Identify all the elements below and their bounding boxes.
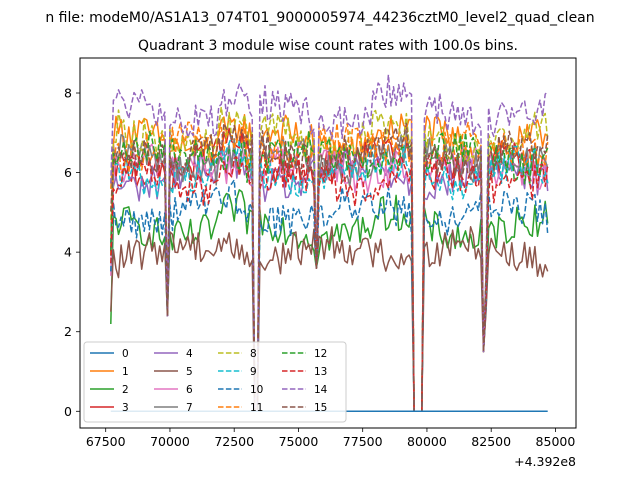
x-tick-label: 67500 [86,434,126,449]
legend-label-2: 2 [122,384,129,396]
x-tick-label: 75000 [279,434,319,449]
series-line-12 [110,131,549,413]
legend-label-5: 5 [186,366,193,378]
y-tick-label: 0 [64,404,72,419]
plot-frame [79,57,577,429]
y-tick-label: 2 [64,324,72,339]
legend-label-13: 13 [314,366,327,378]
chart-title: Quadrant 3 module wise count rates with … [138,38,518,54]
series-line-15 [110,122,549,413]
y-tick-label: 6 [64,165,72,180]
x-tick-label: 77500 [343,434,383,449]
x-tick-label: 80000 [407,434,447,449]
figure-suptitle: n file: modeM0/AS1A13_074T01_9000005974_… [45,10,594,26]
legend-label-3: 3 [122,402,129,414]
series-line-11 [110,121,549,413]
y-axis: 0 2 4 6 8 [64,86,80,419]
x-tick-label: 82500 [471,434,511,449]
legend-label-8: 8 [250,348,257,360]
legend-label-11: 11 [250,402,263,414]
legend-label-6: 6 [186,384,193,396]
legend-label-9: 9 [250,366,257,378]
legend-label-10: 10 [250,384,263,396]
y-tick-label: 4 [64,245,72,260]
series-line-14 [110,74,549,413]
legend-frame [83,341,347,423]
legend-label-0: 0 [122,348,129,360]
y-tick-label: 8 [64,86,72,101]
x-tick-label: 72500 [214,434,254,449]
legend-label-12: 12 [314,348,327,360]
x-tick-label: 85000 [536,434,576,449]
x-offset-label: +4.392e8 [514,454,576,469]
legend-label-14: 14 [314,384,328,396]
legend-label-15: 15 [314,402,327,414]
legend-label-1: 1 [122,366,129,378]
x-tick-label: 70000 [150,434,190,449]
series-line-13 [110,153,549,413]
legend-label-7: 7 [186,402,193,414]
legend-label-4: 4 [186,348,193,360]
series-line-5 [110,226,549,413]
series-line-10 [110,179,549,413]
x-axis: 67500 70000 72500 75000 77500 80000 82500 85000 [86,428,576,449]
